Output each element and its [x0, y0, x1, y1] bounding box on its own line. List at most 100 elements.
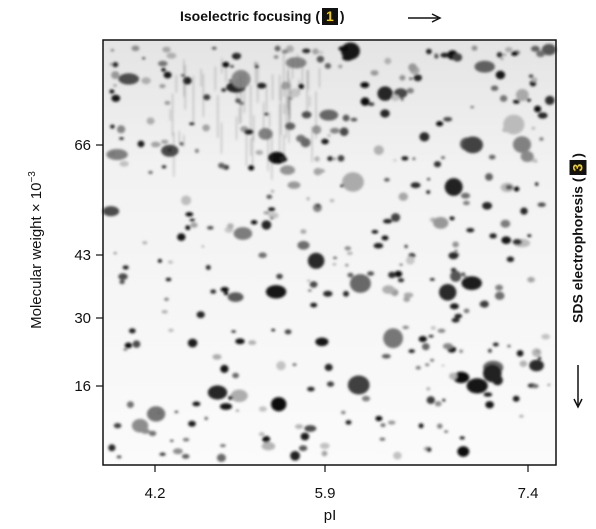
gel-spot — [157, 411, 161, 414]
gel-spot — [281, 49, 289, 54]
gel-spot — [228, 395, 233, 400]
gel-spot — [268, 151, 286, 164]
gel-spot — [529, 359, 544, 372]
gel-spot — [440, 52, 450, 58]
gel-spot — [257, 82, 267, 89]
gel-spot — [539, 137, 544, 141]
gel-spot — [230, 65, 234, 68]
gel-spot — [382, 285, 395, 294]
gel-spot — [327, 156, 333, 162]
top-label-badge: 1 — [322, 8, 338, 25]
gel-spot — [449, 372, 458, 380]
gel-spot — [227, 223, 234, 229]
gel-spot — [505, 47, 513, 53]
gel-spot — [324, 363, 333, 371]
gel-spot — [383, 328, 403, 349]
gel-spot — [188, 420, 196, 427]
gel-spot — [444, 430, 448, 433]
gel-spot — [406, 87, 414, 94]
gel-spot — [168, 260, 173, 264]
gel-spot — [403, 292, 414, 298]
gel-spot — [119, 279, 125, 285]
gel-spot — [340, 184, 344, 188]
gel-spot — [347, 375, 370, 395]
gel-spot — [534, 105, 542, 113]
x-axis: 4.2 5.9 7.4 — [145, 465, 539, 502]
gel-spot — [164, 100, 171, 105]
gel-spot — [405, 256, 415, 265]
gel-spot — [541, 43, 557, 56]
gel-spot — [248, 340, 257, 345]
gel-spot — [189, 218, 195, 222]
gel-spot — [262, 435, 271, 443]
gel-spots — [102, 42, 557, 462]
gel-spot — [439, 284, 457, 301]
gel-spot — [212, 354, 222, 360]
gel-spot — [159, 452, 166, 456]
gel-spot — [298, 83, 305, 90]
gel-spot — [297, 240, 310, 250]
gel-spot — [531, 77, 538, 82]
top-label: Isoelectric focusing (1) — [180, 8, 345, 25]
gel-spot — [388, 420, 396, 425]
gel-spot — [310, 302, 318, 308]
gel-spot — [165, 277, 172, 282]
gel-spot — [412, 157, 416, 160]
gel-spot — [541, 333, 550, 340]
gel-spot — [426, 447, 432, 452]
gel-spot — [124, 342, 133, 349]
gel-spot — [429, 278, 435, 281]
gel-spot — [233, 53, 242, 58]
gel-spot — [441, 364, 445, 367]
y-tick-label: 43 — [74, 247, 91, 264]
gel-spot — [182, 437, 190, 442]
gel-spot — [287, 181, 301, 189]
gel-spot — [394, 270, 403, 278]
gel-spot — [461, 276, 482, 290]
gel-spot — [179, 142, 184, 146]
gel-spot — [265, 285, 287, 299]
gel-spot — [339, 127, 349, 136]
gel-spot — [162, 46, 171, 53]
gel-spot — [437, 423, 443, 429]
gel-spot — [312, 48, 319, 55]
gel-spot — [418, 423, 424, 429]
gel-spot — [284, 329, 292, 335]
gel-spot — [536, 350, 540, 353]
gel-spot — [462, 200, 470, 206]
y-tick-label: 66 — [74, 137, 91, 154]
gel-spot — [413, 74, 422, 82]
top-label-end: ) — [339, 8, 345, 24]
gel-spot — [235, 338, 245, 345]
gel-spot — [222, 167, 226, 170]
gel-spot — [459, 349, 463, 354]
gel-spot — [402, 325, 410, 330]
side-label: SDS electrophoresis (3) — [569, 153, 587, 323]
gel-spot — [109, 89, 115, 94]
gel-spot — [233, 227, 253, 240]
side-label-text: SDS electrophoresis ( — [569, 177, 586, 323]
x-tick-label: 7.4 — [518, 485, 539, 502]
gel-spot — [520, 207, 528, 215]
gel-spot — [261, 220, 272, 230]
gel-spot — [483, 364, 502, 383]
gel-spot — [202, 124, 210, 132]
gel-spot — [342, 114, 350, 122]
gel-spot — [500, 57, 504, 60]
gel-spot — [528, 74, 534, 78]
gel-spot — [404, 244, 408, 249]
gel-spot — [384, 57, 392, 65]
gel-spot — [427, 178, 431, 181]
gel-spot — [255, 150, 264, 155]
gel-spot — [187, 338, 198, 348]
gel-spot — [485, 173, 493, 181]
gel-spot — [461, 272, 466, 277]
gel-spot — [371, 230, 379, 234]
gel-spot — [512, 99, 520, 104]
gel-spot — [307, 279, 311, 283]
gel-spot — [316, 55, 325, 63]
gel-spot — [520, 151, 534, 162]
gel-spot — [317, 50, 324, 55]
gel-spot — [119, 160, 129, 167]
